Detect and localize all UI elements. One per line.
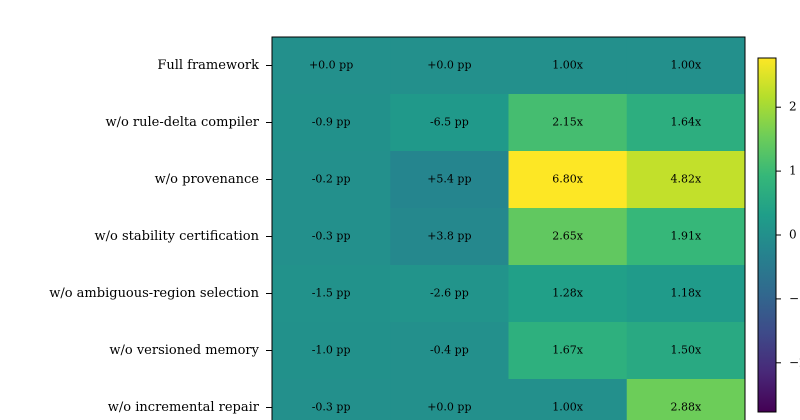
heat-cell (272, 379, 391, 420)
cell-label: -1.5 pp (312, 287, 351, 300)
cell-label: -0.4 pp (430, 344, 469, 357)
row-label: w/o provenance (155, 172, 260, 187)
cell-label: +0.0 pp (309, 59, 353, 72)
heat-cell (626, 37, 746, 95)
cell-label: 1.00x (671, 59, 702, 72)
cell-label: 1.28x (552, 287, 583, 300)
heat-cell (626, 208, 746, 266)
cell-label: -0.2 pp (312, 173, 351, 186)
heat-cell (272, 322, 391, 380)
heat-cell (390, 379, 509, 420)
heat-cell (626, 151, 746, 209)
cell-label: +5.4 pp (427, 173, 471, 186)
cell-label: 1.00x (552, 401, 583, 414)
cell-label: 1.18x (671, 287, 702, 300)
heat-cell (508, 94, 628, 152)
row-label: Full framework (157, 58, 259, 73)
cell-label: 1.91x (671, 230, 702, 243)
heat-cell (508, 37, 628, 95)
colorbar-tick-label: 1 (789, 164, 797, 178)
heat-cell (508, 379, 628, 420)
colorbar-tick-label: 0 (789, 228, 797, 242)
heat-cell (626, 265, 746, 323)
heat-cell (508, 322, 628, 380)
heat-cell (390, 265, 509, 323)
cell-label: -0.9 pp (312, 116, 351, 129)
heat-cell (390, 208, 509, 266)
heat-cell (272, 37, 391, 95)
cell-label: -1.0 pp (312, 344, 351, 357)
cell-label: 2.88x (671, 401, 702, 414)
colorbar-tick-label: −2 (789, 355, 800, 369)
cell-label: -0.3 pp (312, 401, 351, 414)
cell-label: -0.3 pp (312, 230, 351, 243)
heat-cell (272, 265, 391, 323)
heat-cell (390, 151, 509, 209)
row-label: w/o versioned memory (109, 343, 259, 358)
heat-cell (508, 265, 628, 323)
heat-cell (626, 94, 746, 152)
colorbar (757, 57, 777, 413)
row-label: w/o rule-delta compiler (105, 115, 259, 130)
cell-label: 1.00x (552, 59, 583, 72)
heat-cell (626, 379, 746, 420)
cell-label: 1.64x (671, 116, 702, 129)
row-label: w/o ambiguous-region selection (49, 286, 259, 301)
cell-label: 4.82x (671, 173, 702, 186)
heat-cell (390, 322, 509, 380)
heat-cell (272, 151, 391, 209)
heat-cell (390, 94, 509, 152)
cell-label: -2.6 pp (430, 287, 469, 300)
cell-label: 1.50x (671, 344, 702, 357)
heat-cell (508, 151, 628, 209)
cell-label: -6.5 pp (430, 116, 469, 129)
heatmap-frame (271, 36, 746, 420)
colorbar-tick-label: −1 (789, 291, 800, 305)
row-label: w/o incremental repair (108, 400, 260, 415)
cell-label: 1.67x (552, 344, 583, 357)
cell-label: 6.80x (552, 173, 583, 186)
heat-cell (272, 94, 391, 152)
cell-label: +3.8 pp (427, 230, 471, 243)
cell-label: +0.0 pp (427, 59, 471, 72)
heat-cell (626, 322, 746, 380)
cell-label: +0.0 pp (427, 401, 471, 414)
heat-cell (508, 208, 628, 266)
row-label: w/o stability certification (95, 229, 260, 244)
cell-label: 2.15x (552, 116, 583, 129)
colorbar-tick-label: 2 (789, 100, 797, 114)
heat-cell (390, 37, 509, 95)
cell-label: 2.65x (552, 230, 583, 243)
heat-cell (272, 208, 391, 266)
